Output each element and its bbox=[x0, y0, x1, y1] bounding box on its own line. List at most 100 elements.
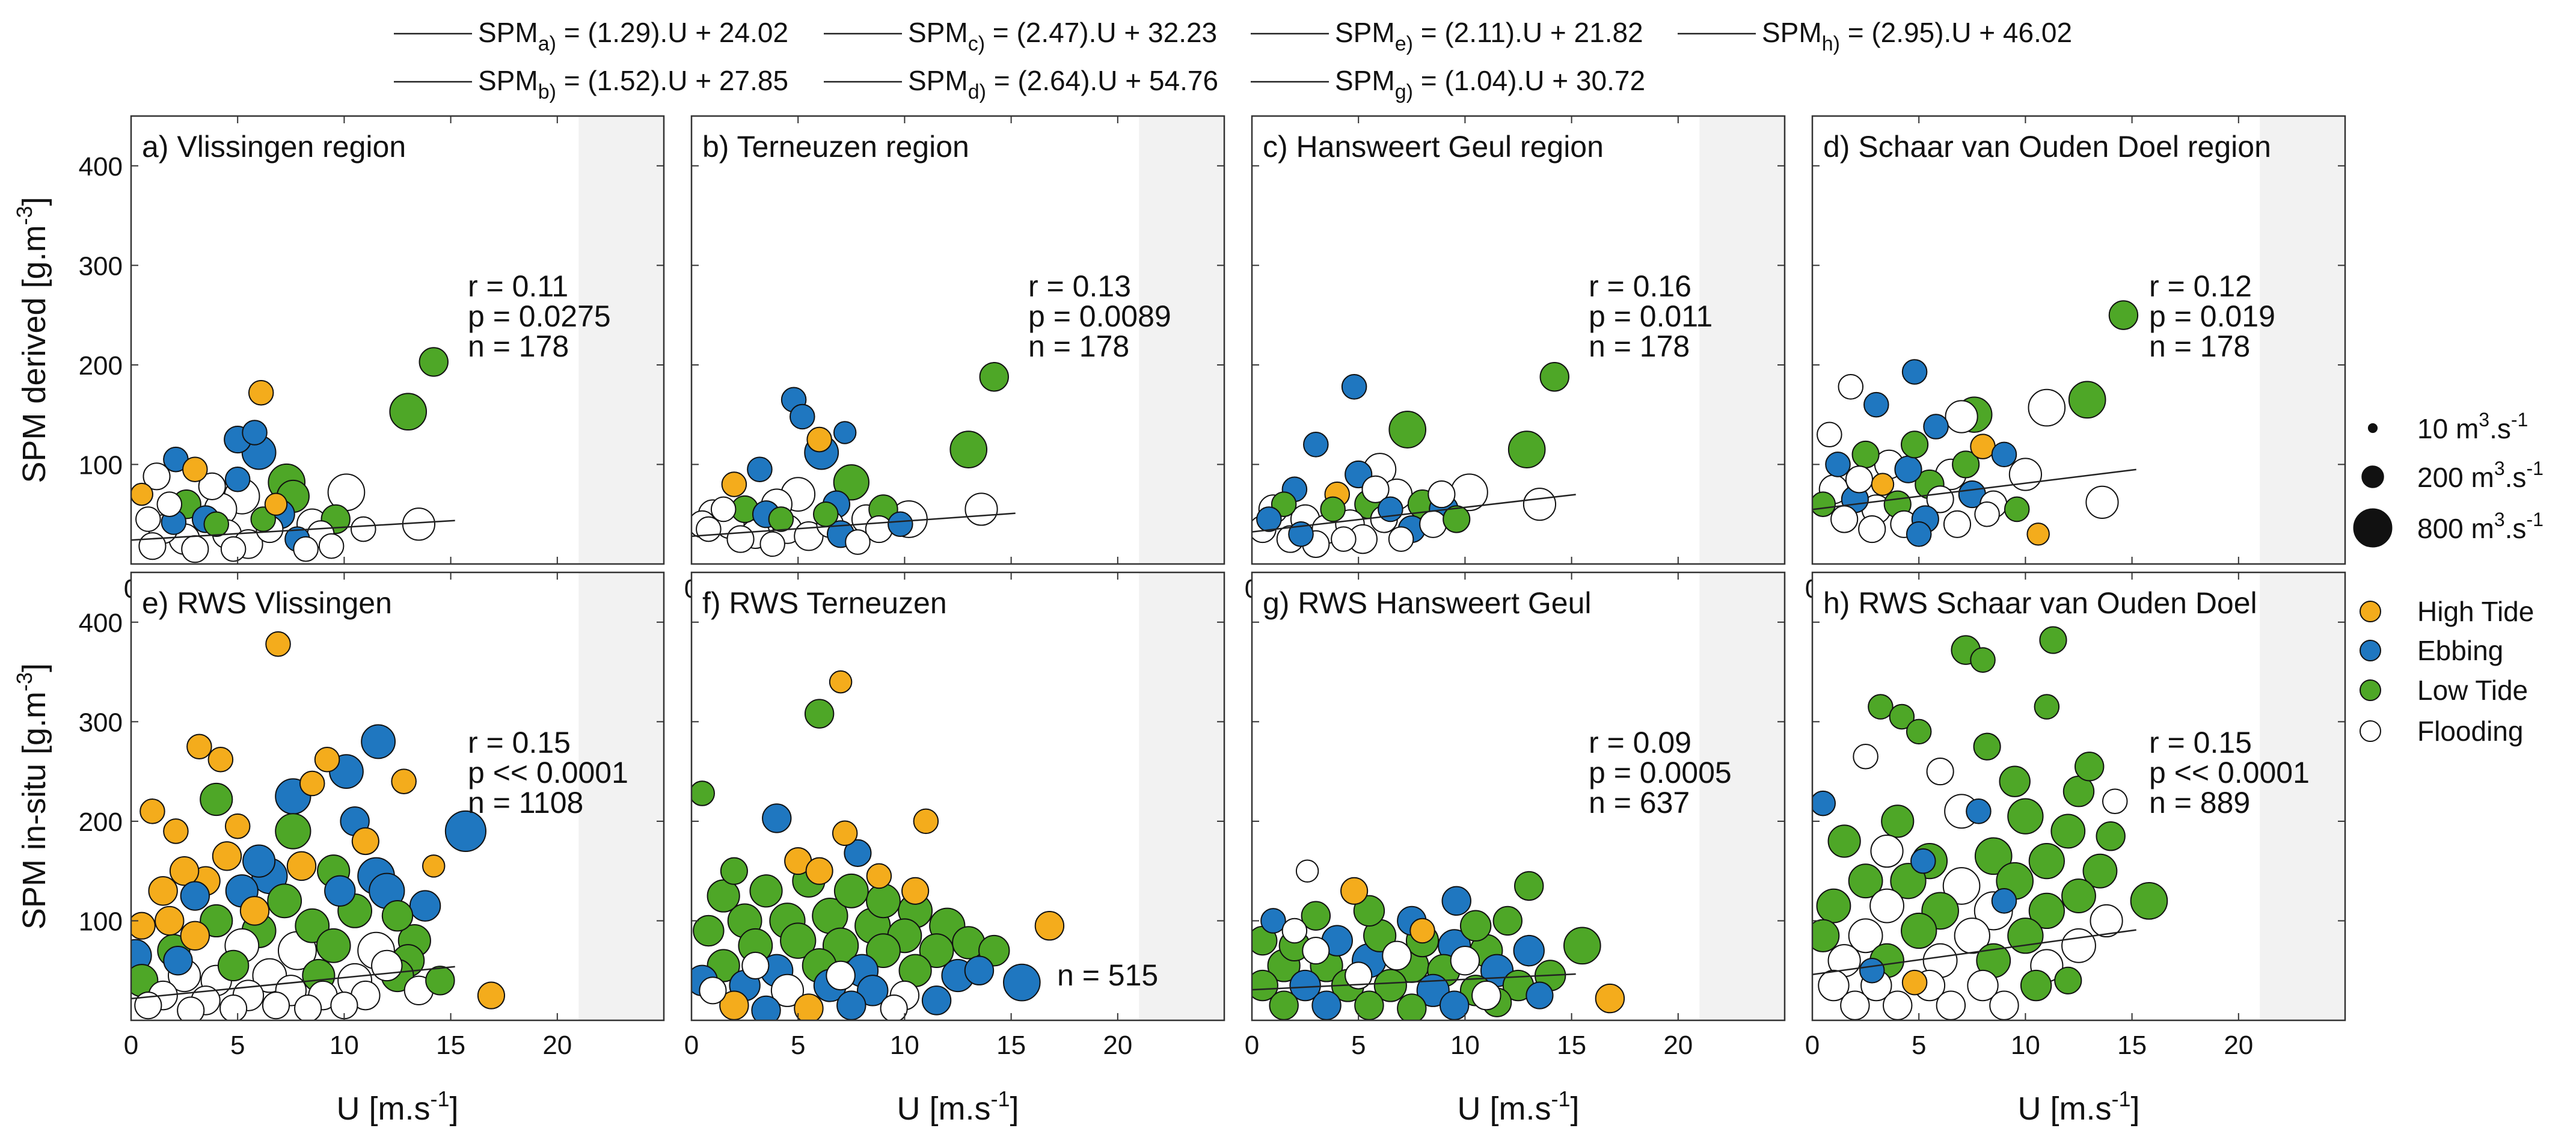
data-point-low_tide bbox=[1354, 990, 1384, 1020]
data-point-high_tide bbox=[239, 896, 270, 926]
data-point-low_tide bbox=[1848, 863, 1883, 899]
data-point-ebbing bbox=[1901, 359, 1928, 385]
size-legend-marker bbox=[2353, 508, 2393, 548]
panel-stat: r = 0.13 bbox=[1028, 269, 1131, 303]
x-tick-label: 5 bbox=[1351, 1031, 1366, 1060]
regression-line bbox=[131, 519, 455, 541]
panel-stat: r = 0.15 bbox=[2149, 726, 2252, 759]
regression-equation: = (1.29).U + 24.02 bbox=[556, 17, 788, 48]
data-point-ebbing bbox=[1910, 848, 1936, 874]
data-point-high_tide bbox=[806, 426, 832, 453]
data-point-low_tide bbox=[1952, 450, 1980, 479]
data-point-low_tide bbox=[2130, 882, 2168, 920]
regression-label-subscript: g) bbox=[1395, 81, 1413, 103]
data-point-flooding bbox=[1838, 374, 1864, 400]
regression-label-subscript: h) bbox=[1822, 32, 1840, 55]
data-point-low_tide bbox=[1999, 765, 2031, 797]
size-legend-marker bbox=[2367, 423, 2378, 434]
data-point-flooding bbox=[1345, 961, 1373, 990]
size-value: 10 m bbox=[2417, 413, 2479, 444]
regression-equation: = (1.52).U + 27.85 bbox=[556, 65, 788, 96]
panel-stat: n = 889 bbox=[2149, 786, 2250, 820]
data-point-ebbing bbox=[751, 995, 781, 1020]
data-point-low_tide bbox=[1492, 905, 1523, 936]
x-axis-label-end: ] bbox=[450, 1091, 459, 1127]
data-point-low_tide bbox=[2108, 300, 2139, 330]
size-unit-superscript: 3 bbox=[2494, 458, 2505, 479]
data-point-low_tide bbox=[275, 813, 311, 850]
data-point-low_tide bbox=[1816, 888, 1851, 924]
x-axis-label-superscript: -1 bbox=[990, 1086, 1010, 1111]
data-point-ebbing bbox=[1906, 521, 1932, 547]
data-point-high_tide bbox=[264, 492, 288, 516]
y-tick-label: 400 bbox=[79, 152, 123, 182]
panel-e: 0 5 10 15 20 100 200 300 400 e) RWS Vlissingen r =… bbox=[79, 571, 665, 1060]
data-point-flooding bbox=[1295, 859, 1319, 883]
data-point-flooding bbox=[1869, 888, 1904, 924]
data-point-high_tide bbox=[866, 863, 892, 889]
data-point-ebbing bbox=[163, 945, 193, 976]
data-point-low_tide bbox=[919, 933, 954, 969]
data-point-ebbing bbox=[242, 420, 268, 446]
regression-label-subscript: c) bbox=[968, 32, 985, 55]
panel-points bbox=[1812, 300, 2139, 547]
size-unit: .s bbox=[2505, 462, 2527, 493]
data-point-ebbing bbox=[1825, 452, 1851, 477]
data-point-flooding bbox=[826, 960, 856, 991]
regression-line bbox=[1812, 929, 2136, 976]
data-point-low_tide bbox=[425, 966, 455, 996]
x-tick-label: 0 bbox=[1805, 1031, 1820, 1060]
data-point-ebbing bbox=[324, 875, 356, 907]
panel-frame bbox=[1251, 115, 1786, 565]
data-point-ebbing bbox=[762, 803, 792, 833]
data-point-ebbing bbox=[1289, 969, 1321, 1002]
data-point-flooding bbox=[1382, 940, 1412, 971]
axis-labels: U [m.s-1] U [m.s-1] U [m.s-1] U [m.s-1]SPM … bbox=[12, 197, 2140, 1127]
data-point-ebbing bbox=[921, 985, 952, 1016]
panel-stat: r = 0.09 bbox=[1589, 726, 1691, 759]
panel-stat: r = 0.15 bbox=[468, 726, 571, 759]
size-unit-superscript: 3 bbox=[2494, 509, 2505, 530]
data-point-flooding bbox=[1858, 515, 1886, 544]
x-axis-label: U [m.s-1] bbox=[2017, 1086, 2139, 1127]
data-point-low_tide bbox=[381, 899, 414, 932]
data-point-low_tide bbox=[1539, 362, 1569, 392]
panel-points bbox=[131, 347, 455, 563]
y-tick-label: 100 bbox=[79, 450, 123, 480]
x-axis-label-superscript: -1 bbox=[2111, 1086, 2130, 1111]
panel-frame bbox=[690, 571, 1225, 1022]
regression-line bbox=[1812, 468, 2136, 510]
data-point-flooding bbox=[1853, 744, 1878, 770]
x-tick-label: 15 bbox=[996, 1031, 1026, 1060]
x-tick-label: 20 bbox=[542, 1031, 572, 1060]
x-tick-label: 15 bbox=[436, 1031, 465, 1060]
data-point-low_tide bbox=[1373, 969, 1407, 1002]
x-tick-label: 10 bbox=[2011, 1031, 2040, 1060]
panel-stat: r = 0.12 bbox=[2149, 269, 2252, 303]
data-point-low_tide bbox=[2061, 878, 2096, 913]
data-point-ebbing bbox=[1863, 391, 1889, 418]
data-point-high_tide bbox=[180, 921, 210, 951]
panel-title: g) RWS Hansweert Geul bbox=[1263, 586, 1591, 620]
data-point-low_tide bbox=[1889, 703, 1915, 730]
data-point-low_tide bbox=[693, 915, 725, 947]
data-point-flooding bbox=[2008, 458, 2042, 491]
regression-legend-label: SPMd) = (2.64).U + 54.76 bbox=[908, 65, 1218, 103]
data-point-high_tide bbox=[182, 456, 208, 482]
data-point-high_tide bbox=[1034, 911, 1065, 941]
phase-legend-marker-ebbing bbox=[2360, 640, 2381, 661]
phase-legend-marker-high_tide bbox=[2360, 601, 2381, 622]
data-point-low_tide bbox=[2075, 752, 2105, 782]
data-point-ebbing bbox=[1256, 506, 1282, 532]
data-point-low_tide bbox=[1970, 647, 1996, 673]
regression-label-text: SPM bbox=[908, 17, 968, 48]
shaded-region bbox=[1699, 116, 1785, 564]
data-point-low_tide bbox=[2004, 496, 2030, 522]
panel-stat: n = 1108 bbox=[468, 786, 583, 820]
data-point-flooding bbox=[1361, 475, 1390, 503]
data-point-high_tide bbox=[829, 670, 853, 694]
x-axis-label-superscript: -1 bbox=[1551, 1086, 1570, 1111]
data-point-ebbing bbox=[1812, 790, 1836, 817]
data-point-ebbing bbox=[1923, 414, 1949, 440]
